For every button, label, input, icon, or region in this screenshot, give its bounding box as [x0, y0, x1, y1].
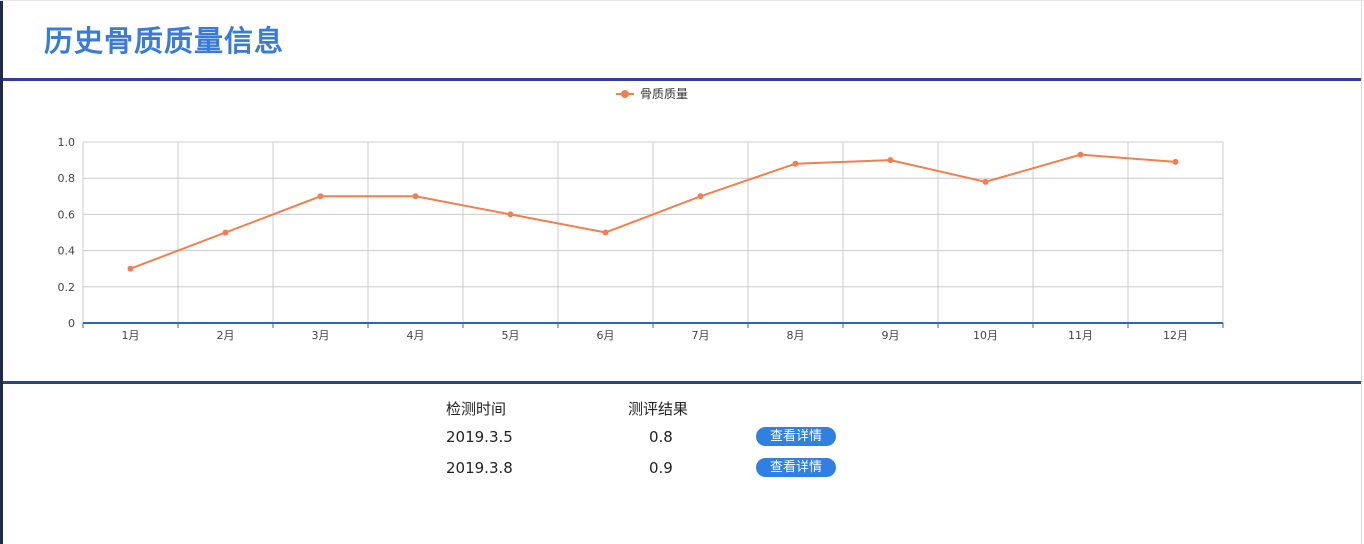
x-tick-label: 12月 [1163, 329, 1188, 342]
chart-legend: 骨质质量 [616, 87, 688, 101]
y-tick-label: 0 [68, 317, 75, 330]
page-title: 历史骨质质量信息 [44, 24, 285, 58]
x-tick-label: 8月 [787, 329, 805, 342]
view-details-button[interactable]: 查看详情 [756, 427, 836, 446]
y-tick-label: 0.2 [58, 281, 76, 294]
chart-axes: 0 0.2 0.4 0.6 0.8 1.0 1月 2月 3月 4月 5月 6月 7月 8月 9月 10月 11月… [58, 136, 1224, 342]
x-tick-label: 5月 [502, 329, 520, 342]
data-point [792, 160, 799, 167]
data-point [127, 265, 134, 272]
y-tick-label: 0.8 [58, 172, 76, 185]
right-edge [1361, 0, 1362, 544]
row-time: 2019.3.8 [446, 459, 513, 477]
left-edge [0, 0, 3, 544]
data-point [317, 193, 324, 200]
x-tick-label: 3月 [312, 329, 330, 342]
x-tick-label: 2月 [217, 329, 235, 342]
x-tick-label: 6月 [597, 329, 615, 342]
view-details-button[interactable]: 查看详情 [756, 458, 836, 477]
y-tick-label: 0.4 [58, 245, 76, 258]
row-result: 0.8 [649, 428, 673, 446]
legend-marker-icon [621, 90, 629, 98]
x-tick-label: 4月 [407, 329, 425, 342]
data-point [697, 193, 704, 200]
x-tick-label: 9月 [882, 329, 900, 342]
chart-grid [83, 141, 1224, 323]
data-point [982, 178, 989, 185]
column-header-result: 测评结果 [628, 400, 689, 418]
legend-label: 骨质质量 [640, 87, 688, 101]
bone-quality-chart: 骨质质量 0 0.2 0.4 0.6 0.8 1.0 1月 2月 3月 4月 5月 6月 7月 8月 9月 1… [58, 87, 1224, 342]
data-point [1077, 151, 1084, 158]
row-time: 2019.3.5 [446, 428, 513, 446]
column-header-time: 检测时间 [446, 400, 507, 418]
chart-series [127, 151, 1179, 272]
row-result: 0.9 [649, 459, 673, 477]
series-line [130, 153, 1176, 270]
data-point [412, 193, 419, 200]
data-point [602, 229, 609, 236]
y-tick-label: 0.6 [58, 208, 76, 221]
chart-divider [3, 381, 1361, 384]
top-edge [0, 0, 1364, 1]
data-point [1172, 158, 1179, 165]
data-point [222, 229, 229, 236]
x-tick-label: 1月 [122, 329, 140, 342]
header-divider [3, 78, 1361, 81]
x-tick-label: 10月 [973, 329, 998, 342]
data-point [887, 157, 894, 164]
y-tick-label: 1.0 [58, 136, 76, 149]
data-point [507, 211, 514, 218]
x-tick-label: 7月 [692, 329, 710, 342]
x-tick-label: 11月 [1068, 329, 1093, 342]
